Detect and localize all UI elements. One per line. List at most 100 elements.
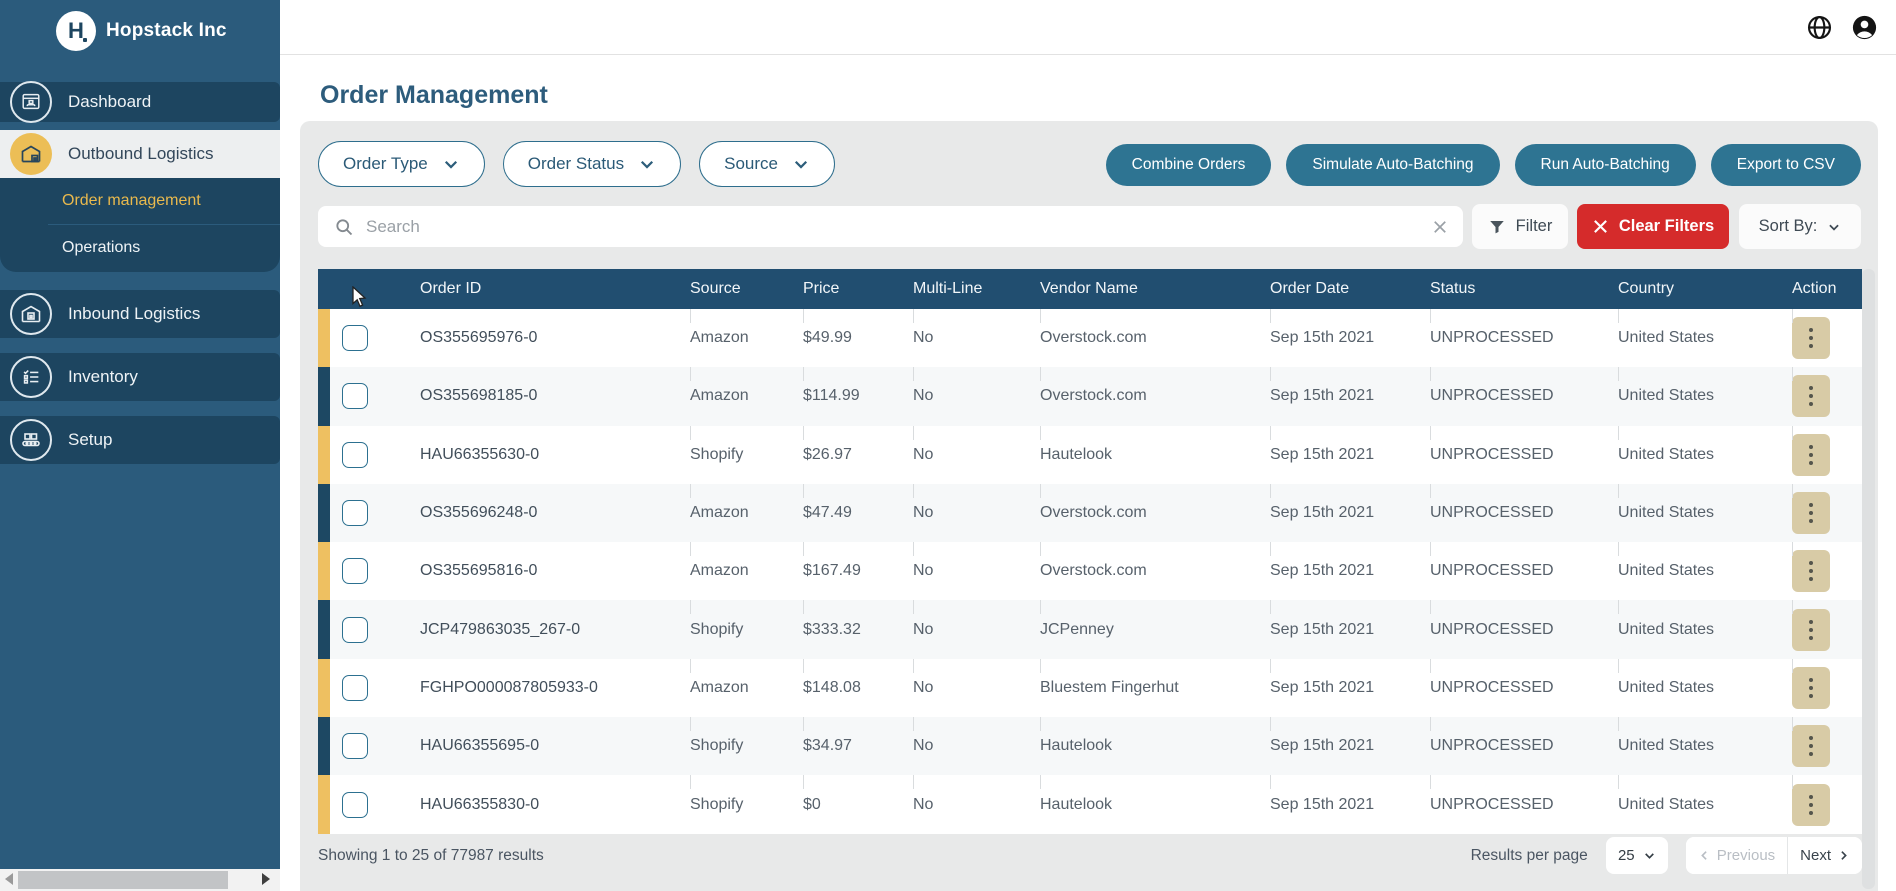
page-size-select[interactable]: 25 (1605, 837, 1668, 874)
header-checkbox-col[interactable] (330, 269, 420, 309)
row-actions-kebab-button[interactable] (1792, 666, 1830, 709)
cell-order-id[interactable]: HAU66355630-0 (420, 445, 540, 463)
row-actions-kebab-button[interactable] (1792, 492, 1830, 535)
cell-order-date: Sep 15th 2021 (1270, 717, 1430, 775)
cell-vendor-name: JCPenney (1040, 600, 1270, 658)
order-type-label: Order Type (343, 154, 428, 173)
search-clear-icon[interactable] (1431, 218, 1449, 236)
combine-orders-button[interactable]: Combine Orders (1105, 144, 1272, 186)
sidebar-item-outbound-logistics[interactable]: Outbound Logistics (0, 130, 280, 178)
cell-multi-line: No (913, 717, 1040, 775)
search-input[interactable] (366, 216, 1431, 237)
sidebar-subitem-operations[interactable]: Operations (62, 239, 141, 256)
row-checkbox[interactable] (342, 383, 368, 410)
previous-page-button[interactable]: Previous (1685, 837, 1789, 874)
chevron-down-icon (444, 160, 457, 169)
cell-order-id[interactable]: HAU66355830-0 (420, 795, 540, 813)
cell-country: United States (1618, 775, 1792, 833)
sidebar-item-inbound-logistics[interactable]: Inbound Logistics (0, 290, 280, 338)
cell-status: UNPROCESSED (1430, 600, 1618, 658)
row-checkbox[interactable] (342, 500, 368, 527)
cell-order-id[interactable]: OS355698185-0 (420, 387, 538, 405)
page-size-value: 25 (1617, 847, 1635, 864)
cell-source: Shopify (690, 425, 803, 484)
export-to-csv-button[interactable]: Export to CSV (1710, 144, 1861, 186)
row-checkbox[interactable] (342, 558, 368, 585)
cell-country: United States (1618, 658, 1792, 717)
row-checkbox[interactable] (342, 325, 368, 352)
chevron-left-icon (1700, 851, 1707, 860)
col-multi-line[interactable]: Multi-Line (913, 280, 983, 297)
account-icon[interactable] (1851, 14, 1878, 46)
sort-by-dropdown[interactable]: Sort By: (1739, 204, 1861, 249)
row-actions-kebab-button[interactable] (1792, 725, 1830, 768)
sidebar-item-setup[interactable]: Setup (0, 416, 280, 464)
col-status[interactable]: Status (1430, 280, 1476, 297)
cell-source: Shopify (690, 600, 803, 658)
col-country[interactable]: Country (1618, 280, 1675, 297)
scroll-left-arrow-icon[interactable] (5, 873, 13, 885)
cell-price: $49.99 (803, 309, 913, 367)
row-status-stripe (318, 309, 330, 368)
filter-button[interactable]: Filter (1472, 204, 1568, 249)
col-order-date[interactable]: Order Date (1270, 280, 1350, 297)
vertical-scrollbar[interactable] (1862, 269, 1875, 889)
row-actions-kebab-button[interactable] (1792, 783, 1830, 826)
table-row: JCP479863035_267-0 Shopify $333.32 No JC… (318, 600, 1862, 659)
row-status-stripe (318, 658, 330, 718)
previous-label: Previous (1716, 847, 1776, 864)
cell-order-date: Sep 15th 2021 (1270, 425, 1430, 484)
sidebar-item-inventory[interactable]: Inventory (0, 353, 280, 401)
page-title: Order Management (320, 81, 548, 109)
order-management-panel: Order Type Order Status Source Combine O… (300, 121, 1878, 891)
horizontal-scrollbar[interactable] (0, 869, 280, 891)
cell-multi-line: No (913, 600, 1040, 658)
table-row: HAU66355830-0 Shopify $0 No Hautelook Se… (318, 775, 1862, 834)
cell-order-date: Sep 15th 2021 (1270, 600, 1430, 658)
cell-order-date: Sep 15th 2021 (1270, 775, 1430, 833)
next-page-button[interactable]: Next (1788, 837, 1862, 874)
order-status-dropdown[interactable]: Order Status (502, 141, 682, 187)
row-status-stripe (318, 425, 330, 484)
cell-order-id[interactable]: OS355695816-0 (420, 562, 538, 580)
horizontal-scrollbar-thumb[interactable] (18, 871, 228, 889)
sort-by-label: Sort By: (1758, 217, 1818, 235)
cell-order-id[interactable]: OS355696248-0 (420, 504, 538, 522)
col-source[interactable]: Source (690, 280, 741, 297)
cell-order-id[interactable]: FGHPO000087805933-0 (420, 678, 598, 696)
col-price[interactable]: Price (803, 280, 840, 297)
simulate-auto-batching-button[interactable]: Simulate Auto-Batching (1286, 144, 1500, 186)
sidebar-item-dashboard[interactable]: Dashboard (0, 81, 280, 123)
row-checkbox[interactable] (342, 441, 368, 468)
brand-logo-icon: H (56, 11, 96, 51)
row-status-stripe (318, 483, 330, 543)
row-actions-kebab-button[interactable] (1792, 608, 1830, 651)
cell-order-id[interactable]: OS355695976-0 (420, 329, 538, 347)
sidebar-item-label: Dashboard (68, 92, 152, 111)
results-summary: Showing 1 to 25 of 77987 results (318, 847, 544, 864)
col-order-id[interactable]: Order ID (420, 280, 482, 297)
col-vendor-name[interactable]: Vendor Name (1040, 280, 1138, 297)
order-type-dropdown[interactable]: Order Type (318, 141, 485, 187)
row-checkbox[interactable] (342, 733, 368, 760)
cell-multi-line: No (913, 483, 1040, 542)
row-actions-kebab-button[interactable] (1792, 375, 1830, 418)
source-dropdown[interactable]: Source (699, 141, 835, 187)
row-actions-kebab-button[interactable] (1792, 317, 1830, 360)
row-checkbox[interactable] (342, 616, 368, 643)
clear-filters-button[interactable]: Clear Filters (1577, 204, 1729, 249)
run-auto-batching-button[interactable]: Run Auto-Batching (1514, 144, 1696, 186)
cell-order-id[interactable]: JCP479863035_267-0 (420, 620, 581, 638)
row-actions-kebab-button[interactable] (1792, 550, 1830, 593)
chevron-down-icon (641, 160, 654, 169)
row-checkbox[interactable] (342, 791, 368, 818)
scroll-right-arrow-icon[interactable] (262, 873, 270, 885)
cell-order-id[interactable]: HAU66355695-0 (420, 737, 540, 755)
cell-price: $167.49 (803, 542, 913, 600)
row-checkbox[interactable] (342, 674, 368, 701)
inventory-checklist-icon (10, 356, 52, 398)
filter-button-label: Filter (1515, 217, 1553, 235)
sidebar-subitem-order-management[interactable]: Order management (62, 192, 201, 209)
row-actions-kebab-button[interactable] (1792, 433, 1830, 476)
globe-icon[interactable] (1806, 14, 1833, 46)
